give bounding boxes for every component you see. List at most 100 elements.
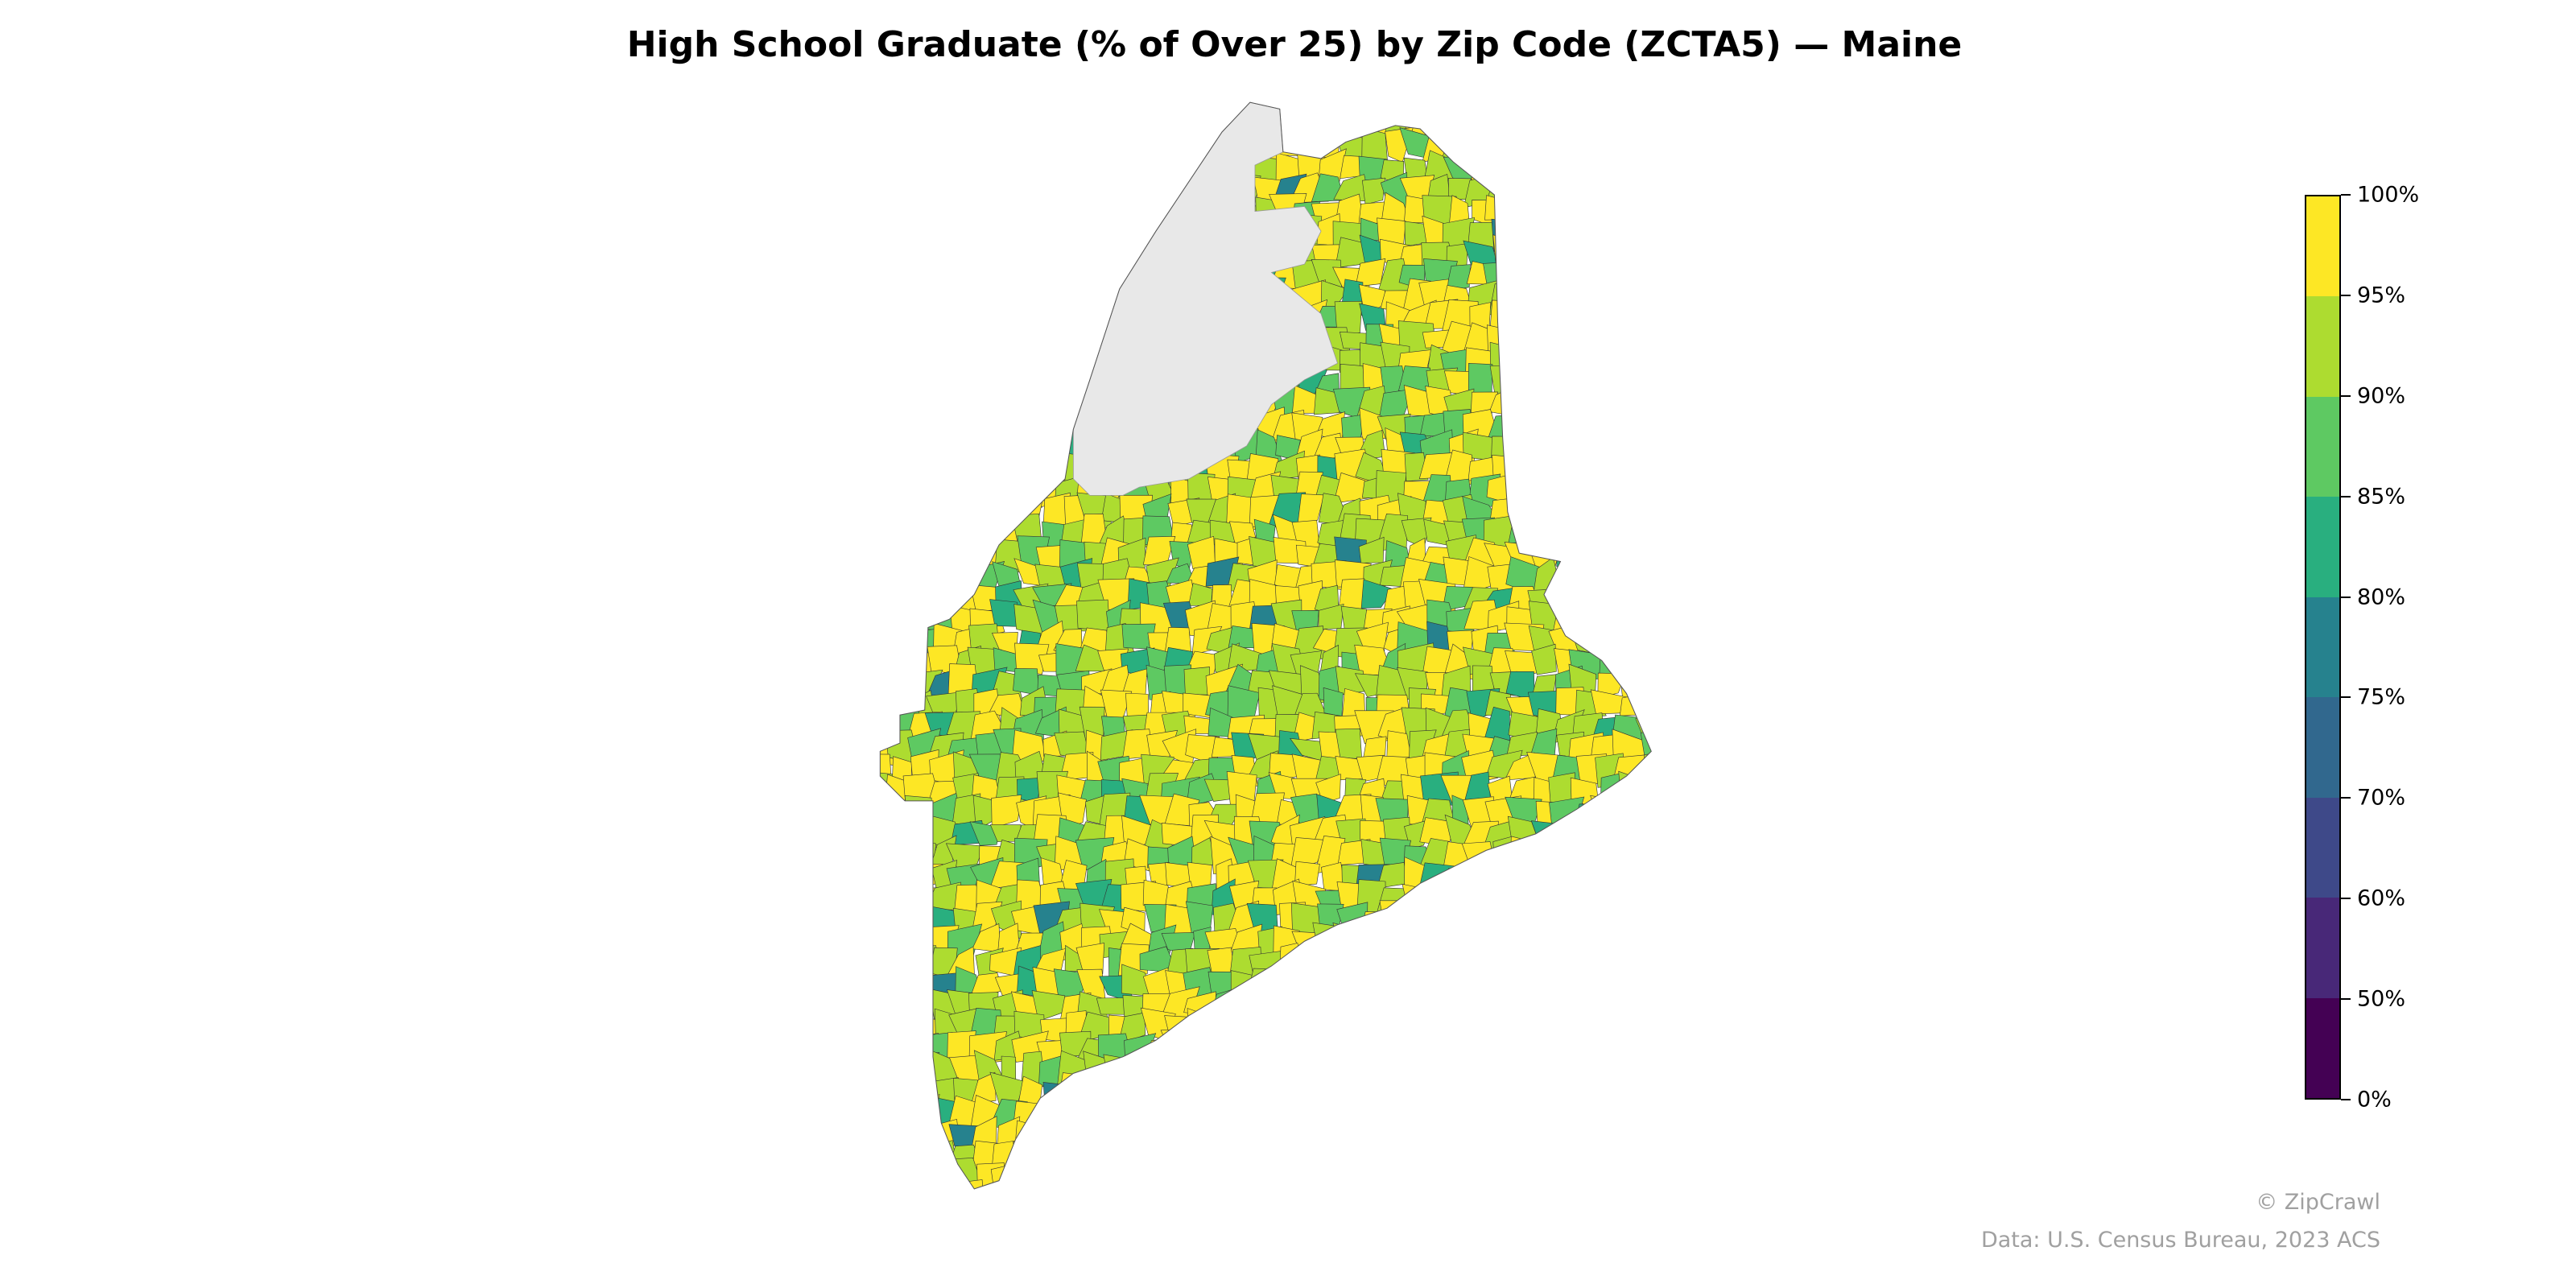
zip-region <box>1599 601 1628 638</box>
zip-region <box>880 560 900 596</box>
zip-region <box>1641 943 1652 977</box>
zip-region <box>886 236 916 274</box>
zip-region <box>880 795 896 826</box>
zip-region <box>1183 667 1210 696</box>
zip-region <box>1663 1180 1695 1215</box>
zip-region <box>1277 996 1302 1017</box>
zip-region <box>935 406 965 445</box>
zip-region <box>1509 102 1542 125</box>
zip-region <box>1532 861 1554 898</box>
zip-region <box>1323 687 1344 717</box>
zip-region <box>1440 878 1477 912</box>
zip-region <box>1662 1093 1694 1128</box>
zip-region <box>880 200 901 227</box>
zip-region <box>1338 1146 1371 1173</box>
zip-region <box>1592 836 1627 872</box>
zip-region <box>1418 1041 1457 1062</box>
zip-region <box>924 149 961 188</box>
zip-region <box>1508 427 1542 465</box>
zip-region <box>910 535 939 568</box>
zip-region <box>880 427 890 464</box>
zip-region <box>1655 1020 1693 1046</box>
zip-region <box>1611 235 1644 273</box>
zip-region <box>885 948 919 982</box>
zip-region <box>890 278 910 313</box>
zip-region <box>1572 858 1608 889</box>
colorbar-bin <box>2306 497 2339 597</box>
zip-region <box>1379 1183 1411 1189</box>
zip-region <box>1357 943 1392 980</box>
zip-region <box>1619 203 1640 229</box>
zip-region <box>1397 1114 1435 1153</box>
zip-region <box>1013 416 1050 445</box>
zip-region <box>972 498 1007 531</box>
zip-region <box>880 175 898 208</box>
zip-region <box>880 625 898 658</box>
zip-region <box>880 472 899 510</box>
zip-region <box>1505 924 1545 957</box>
zip-region <box>1060 200 1093 230</box>
zip-region <box>1182 1166 1222 1189</box>
zip-region <box>1633 323 1652 355</box>
zip-region <box>1635 649 1652 674</box>
zip-region <box>1033 409 1068 441</box>
zip-region <box>1464 1143 1501 1174</box>
zip-region <box>1402 989 1427 1024</box>
zip-region <box>1641 1162 1652 1189</box>
zip-region <box>1616 134 1649 157</box>
zip-region <box>1291 1115 1323 1153</box>
zip-region <box>1230 989 1263 1025</box>
zip-region <box>1440 1052 1476 1085</box>
zip-region <box>1226 1031 1256 1065</box>
zip-region <box>1141 114 1170 144</box>
zip-region <box>1596 223 1627 254</box>
zip-region <box>1634 665 1652 700</box>
zip-region <box>1013 102 1046 120</box>
zip-region <box>1526 370 1566 401</box>
zip-region <box>911 281 936 317</box>
zip-region <box>1468 1118 1496 1151</box>
zip-region <box>905 579 941 615</box>
zip-region <box>1208 1081 1239 1109</box>
zip-region <box>1656 258 1693 288</box>
zip-region <box>1643 536 1652 571</box>
zip-region <box>1580 604 1602 638</box>
zip-region <box>927 558 964 597</box>
zip-region <box>1529 1141 1562 1175</box>
zip-region <box>1620 903 1652 940</box>
zip-region <box>935 262 961 287</box>
zip-region <box>1035 384 1070 418</box>
zip-region <box>1615 1078 1648 1107</box>
zip-region <box>1531 643 1557 675</box>
zip-region <box>1528 175 1563 209</box>
zip-region <box>1614 278 1649 313</box>
zip-region <box>1011 149 1047 187</box>
zip-region <box>929 279 963 316</box>
zip-region <box>1638 1104 1652 1130</box>
zip-region <box>906 260 939 289</box>
zip-region <box>954 283 983 315</box>
zip-region <box>1659 880 1691 915</box>
zip-region <box>880 102 897 122</box>
zip-region <box>1141 1167 1176 1189</box>
zip-region <box>880 816 898 852</box>
zip-region <box>1592 492 1623 526</box>
zip-region <box>1591 558 1630 593</box>
zip-region <box>1657 368 1690 396</box>
zip-region <box>1526 449 1564 482</box>
zip-region <box>1533 470 1562 506</box>
zip-region <box>1615 796 1647 826</box>
zip-region <box>1042 1082 1063 1110</box>
zip-region <box>1377 944 1405 982</box>
zip-region <box>1590 922 1623 952</box>
zip-region <box>1577 1137 1599 1166</box>
zip-region <box>1484 1036 1513 1069</box>
zip-region <box>1053 127 1084 159</box>
zip-region <box>1462 927 1496 962</box>
zip-region <box>880 246 890 273</box>
zip-region <box>1599 130 1627 164</box>
zip-region <box>1641 1183 1652 1189</box>
zip-region <box>1512 192 1534 229</box>
zip-region <box>1206 1158 1240 1189</box>
zip-region <box>1338 1120 1365 1146</box>
